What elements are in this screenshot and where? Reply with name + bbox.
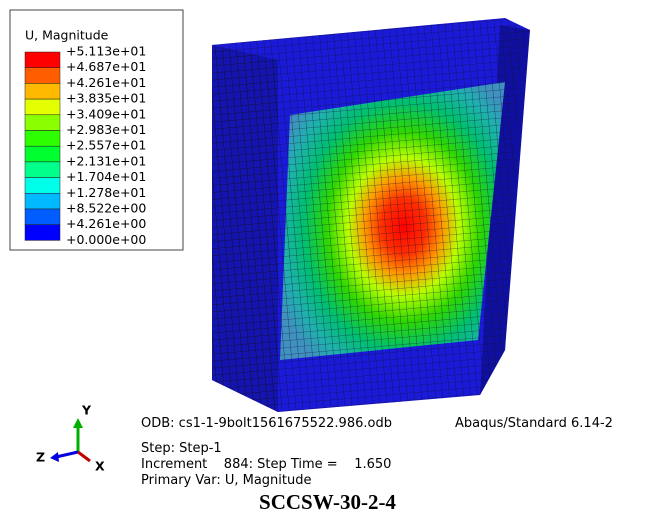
legend-label: +1.704e+01 [66,169,146,184]
primary-var: Primary Var: U, Magnitude [141,473,312,488]
model [212,18,530,412]
odb-name: ODB: cs1-1-9bolt1561675522.986.odb [141,416,392,431]
axis-y: Y [81,403,92,418]
axis-z: Z [36,450,45,465]
legend-swatch [25,162,60,178]
increment: Increment 884: Step Time = 1.650 [141,457,391,472]
legend-swatch [25,131,60,147]
legend-label: +2.131e+01 [66,153,146,168]
legend-label: +0.000e+00 [66,232,146,247]
caption: SCCSW-30-2-4 [0,490,655,515]
legend-label: +2.983e+01 [66,122,146,137]
legend-swatch [25,225,60,241]
viewport: U, Magnitude +5.113e+01+4.687e+01+4.261e… [0,0,655,520]
legend-label: +1.278e+01 [66,185,146,200]
axis-x: X [95,459,105,474]
legend-swatch [25,146,60,162]
legend-swatch [25,209,60,225]
legend-label: +2.557e+01 [66,138,146,153]
legend-swatch [25,68,60,84]
legend-label: +3.835e+01 [66,91,146,106]
legend-label: +8.522e+00 [66,201,146,216]
triad: Y Z X [36,403,105,474]
legend-label: +4.261e+01 [66,75,146,90]
legend-swatch [25,99,60,115]
legend: +5.113e+01+4.687e+01+4.261e+01+3.835e+01… [25,44,146,247]
legend-label: +3.409e+01 [66,106,146,121]
legend-label: +4.261e+00 [66,216,146,231]
legend-swatch [25,115,60,131]
page: U, Magnitude +5.113e+01+4.687e+01+4.261e… [0,0,655,520]
legend-swatch [25,52,60,68]
legend-title: U, Magnitude [25,28,109,43]
legend-swatch [25,83,60,99]
step: Step: Step-1 [141,441,222,456]
legend-swatch [25,178,60,194]
legend-label: +4.687e+01 [66,59,146,74]
legend-swatch [25,193,60,209]
solver: Abaqus/Standard 6.14-2 [455,416,613,431]
legend-label: +5.113e+01 [66,44,146,59]
